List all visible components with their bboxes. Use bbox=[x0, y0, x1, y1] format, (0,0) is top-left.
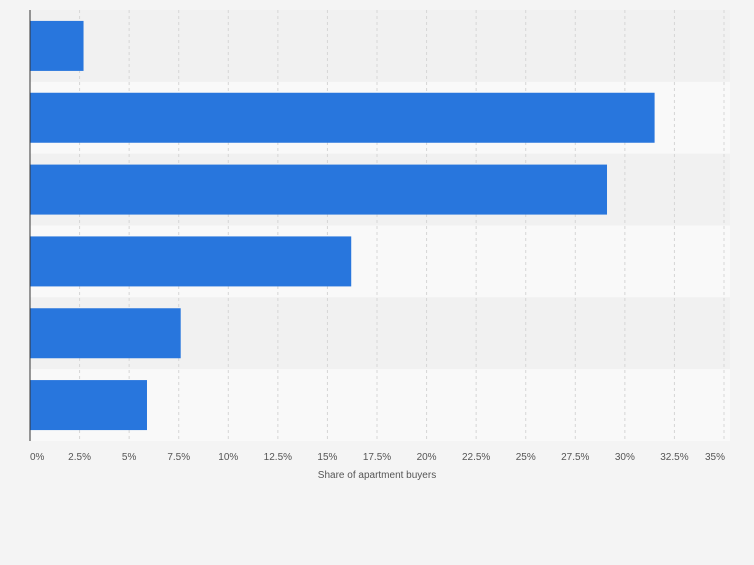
row-band bbox=[30, 10, 730, 82]
x-tick-label: 10% bbox=[218, 452, 238, 463]
x-tick-label: 20% bbox=[417, 452, 437, 463]
x-tick-label: 17.5% bbox=[363, 452, 391, 463]
x-tick-labels: 0% 2.5% 5% 7.5% 10% 12.5% 15% 17.5% 20% 22.5% 25% 2… bbox=[30, 452, 725, 463]
x-tick-label: 32.5% bbox=[660, 452, 688, 463]
x-axis-label: Share of apartment buyers bbox=[318, 470, 436, 481]
bar bbox=[30, 380, 147, 431]
bar bbox=[30, 236, 352, 287]
x-tick-label: 25% bbox=[516, 452, 536, 463]
x-tick-label: 15% bbox=[317, 452, 337, 463]
x-tick-label: 12.5% bbox=[264, 452, 292, 463]
bar bbox=[30, 308, 181, 359]
x-tick-label: 27.5% bbox=[561, 452, 589, 463]
bar bbox=[30, 20, 84, 71]
x-tick-label: 0% bbox=[30, 452, 45, 463]
x-tick-label: 5% bbox=[122, 452, 137, 463]
bar bbox=[30, 164, 608, 215]
bar bbox=[30, 92, 655, 143]
x-tick-label: 22.5% bbox=[462, 452, 490, 463]
x-tick-label: 35% bbox=[705, 452, 725, 463]
x-tick-label: 30% bbox=[615, 452, 635, 463]
bars bbox=[30, 20, 655, 431]
x-tick-label: 2.5% bbox=[68, 452, 91, 463]
x-tick-label: 7.5% bbox=[167, 452, 190, 463]
